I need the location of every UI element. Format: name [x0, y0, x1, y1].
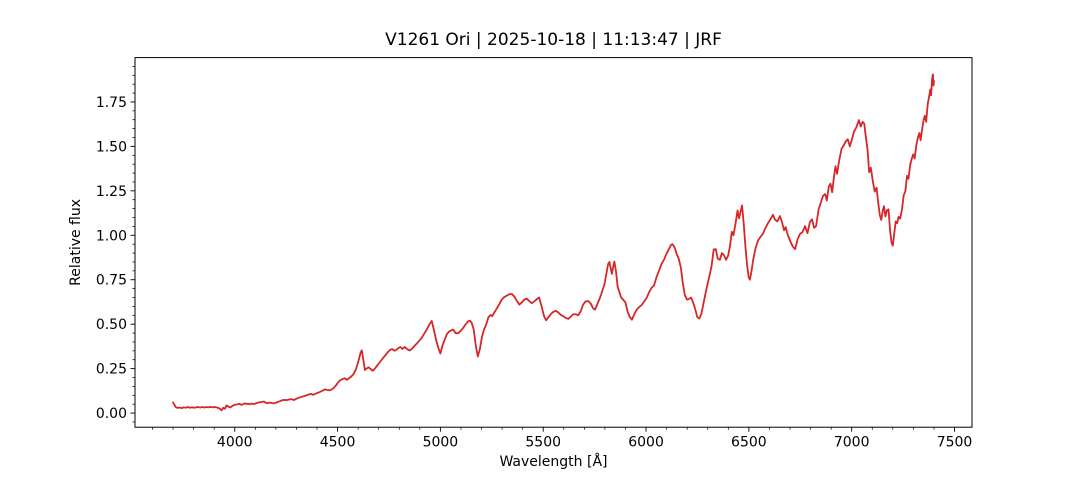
y-tick-label: 0.50	[96, 317, 127, 333]
minor-ticks	[132, 66, 935, 430]
major-ticks	[130, 101, 955, 432]
spectrum-line	[172, 73, 935, 412]
y-tick-label: 1.25	[96, 184, 127, 200]
chart-title: V1261 Ori | 2025-10-18 | 11:13:47 | JRF	[385, 30, 722, 50]
tick-labels: 4000 4500 5000 5500 6000 6500 7000 7500 0.00 0.25…	[96, 95, 973, 451]
plot-border	[134, 57, 973, 428]
y-tick-label: 0.00	[96, 406, 127, 422]
y-tick-label: 1.75	[96, 95, 127, 111]
x-tick-label: 4500	[320, 435, 356, 451]
y-tick-label: 1.50	[96, 139, 127, 155]
x-tick-label: 5000	[423, 435, 459, 451]
x-axis-label: Wavelength [Å]	[499, 453, 607, 470]
x-tick-label: 6000	[628, 435, 664, 451]
y-tick-label: 0.25	[96, 362, 127, 378]
x-tick-label: 4000	[217, 435, 253, 451]
x-tick-label: 5500	[525, 435, 561, 451]
y-tick-label: 1.00	[96, 228, 127, 244]
y-tick-label: 0.75	[96, 273, 127, 289]
x-tick-label: 7500	[937, 435, 973, 451]
x-tick-label: 7000	[834, 435, 870, 451]
y-axis-label: Relative flux	[68, 199, 84, 286]
x-tick-label: 6500	[731, 435, 767, 451]
